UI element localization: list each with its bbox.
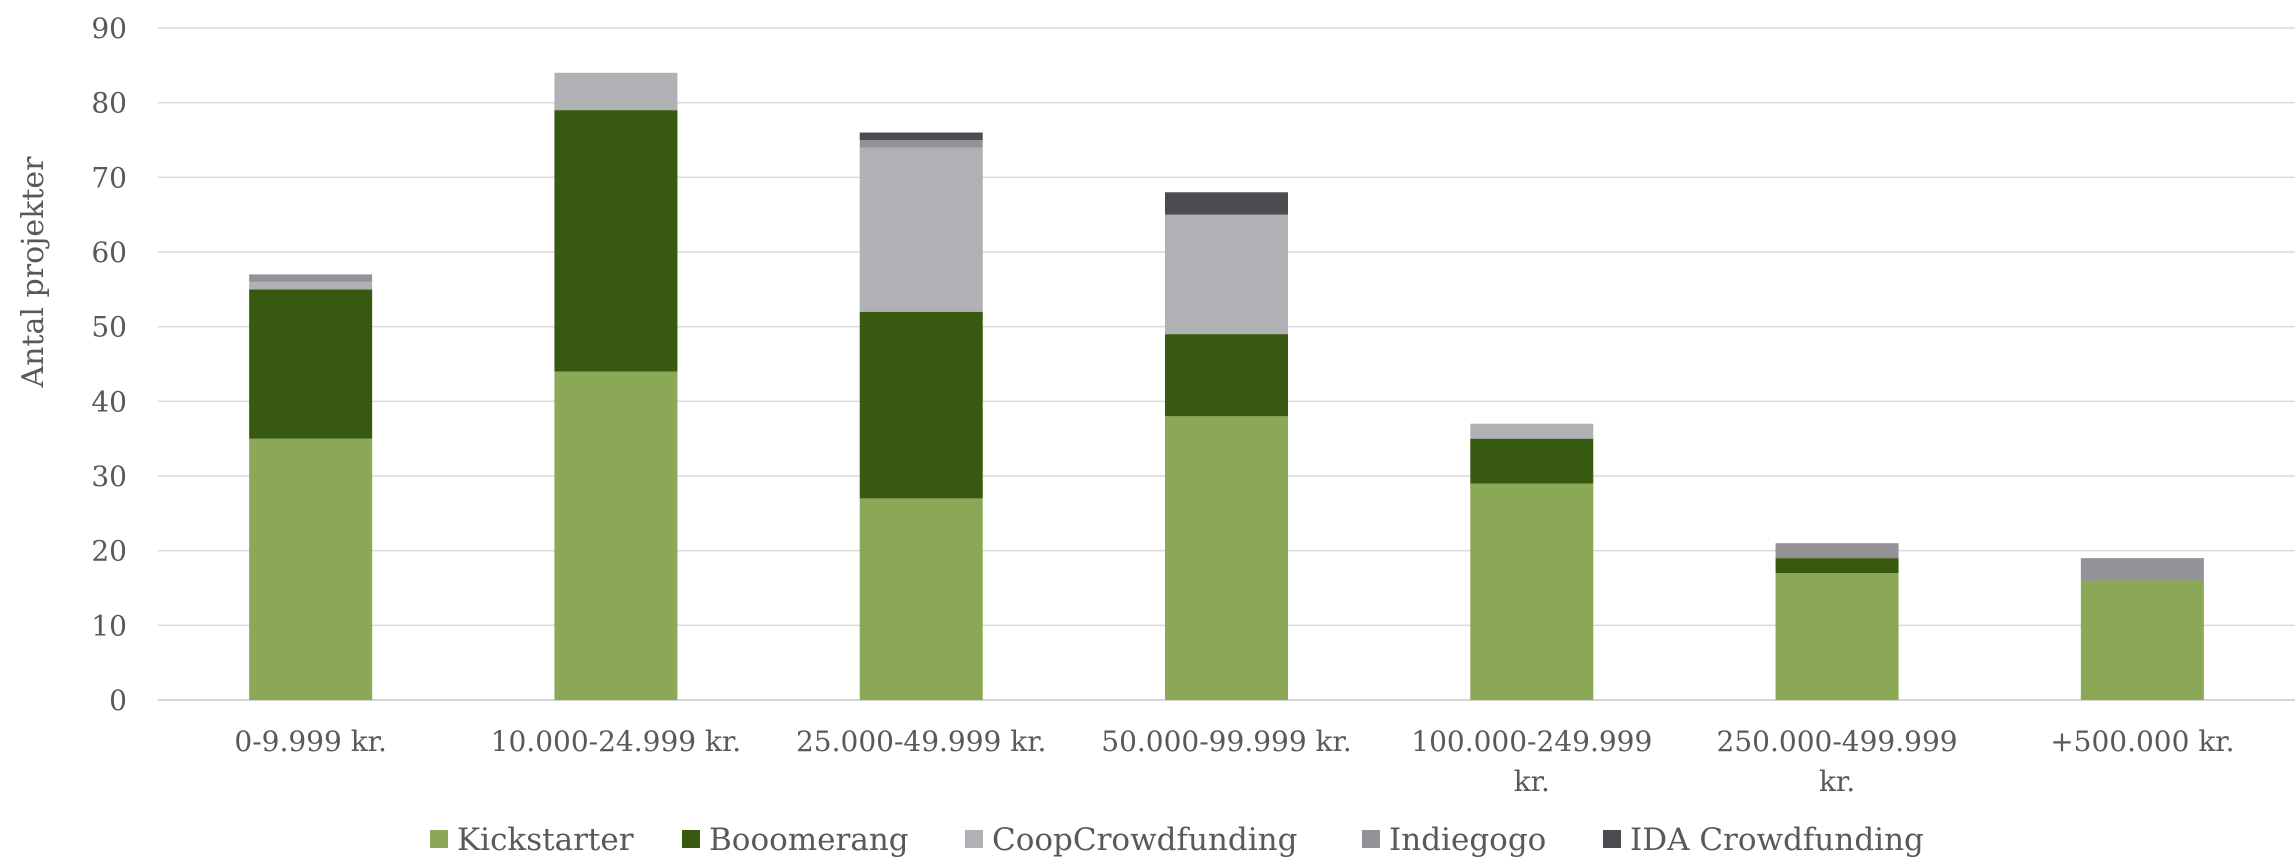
bar-segment [1165, 416, 1288, 700]
legend-swatch [682, 830, 700, 848]
y-tick-label: 0 [109, 684, 127, 717]
y-tick-label: 20 [91, 535, 127, 568]
legend-swatch [1603, 830, 1621, 848]
x-tick-label: 10.000-24.999 kr. [491, 725, 741, 758]
bar-segment [1165, 334, 1288, 417]
bar-segment [2080, 558, 2204, 581]
y-tick-label: 50 [91, 311, 127, 344]
bar-segment [554, 72, 678, 111]
bar-segment [249, 274, 373, 282]
bars [249, 72, 2204, 700]
bar-segment [859, 311, 983, 499]
legend-swatch [1362, 830, 1380, 848]
x-tick-label: 50.000-99.999 kr. [1101, 725, 1351, 758]
legend-label: CoopCrowdfunding [992, 822, 1297, 857]
y-tick-label: 70 [91, 161, 127, 194]
legend-label: Kickstarter [457, 822, 634, 857]
bar-segment [859, 147, 983, 312]
x-tick-label: 0-9.999 kr. [234, 725, 387, 758]
bar-segment [1470, 438, 1594, 484]
legend-label: Booomerang [709, 822, 909, 857]
bar-segment [1775, 573, 1899, 700]
x-tick-label: 25.000-49.999 kr. [796, 725, 1046, 758]
x-tick-label: 250.000-499.999 kr. [1717, 725, 1958, 798]
y-tick-label: 30 [91, 460, 127, 493]
x-tick-label: +500.000 kr. [2050, 725, 2234, 758]
bar-segment [554, 110, 678, 372]
legend-swatch [430, 830, 448, 848]
y-tick-label: 10 [91, 609, 127, 642]
bar-segment [859, 498, 983, 700]
bar-segment [249, 281, 373, 290]
legend: Kickstarter Booomerang CoopCrowdfunding Ind… [430, 822, 1924, 857]
bar-segment [249, 438, 373, 700]
y-tick-label: 80 [91, 87, 127, 120]
y-axis-ticks: 0 10 20 30 40 50 60 70 80 90 [91, 12, 127, 717]
legend-label: IDA Crowdfunding [1630, 822, 1924, 857]
bar-segment [554, 371, 678, 700]
y-axis-title: Antal projekter [16, 156, 51, 389]
bar-segment [1470, 483, 1594, 700]
y-tick-label: 60 [91, 236, 127, 269]
bar-segment [1165, 192, 1288, 215]
bar-segment [1775, 558, 1899, 574]
bar-segment [859, 132, 983, 140]
x-tick-label: 100.000-249.999 kr. [1411, 725, 1652, 798]
bar-segment [2080, 580, 2204, 700]
y-tick-label: 40 [91, 385, 127, 418]
y-tick-label: 90 [91, 12, 127, 45]
legend-swatch [965, 830, 983, 848]
legend-label: Indiegogo [1389, 822, 1546, 857]
bar-segment [1470, 423, 1594, 439]
bar-segment [249, 289, 373, 439]
bar-segment [1775, 543, 1899, 559]
bar-segment [859, 140, 983, 148]
bar-segment [1165, 214, 1288, 335]
x-axis-ticks: 0-9.999 kr. 10.000-24.999 kr. 25.000-49.99… [234, 725, 2234, 798]
